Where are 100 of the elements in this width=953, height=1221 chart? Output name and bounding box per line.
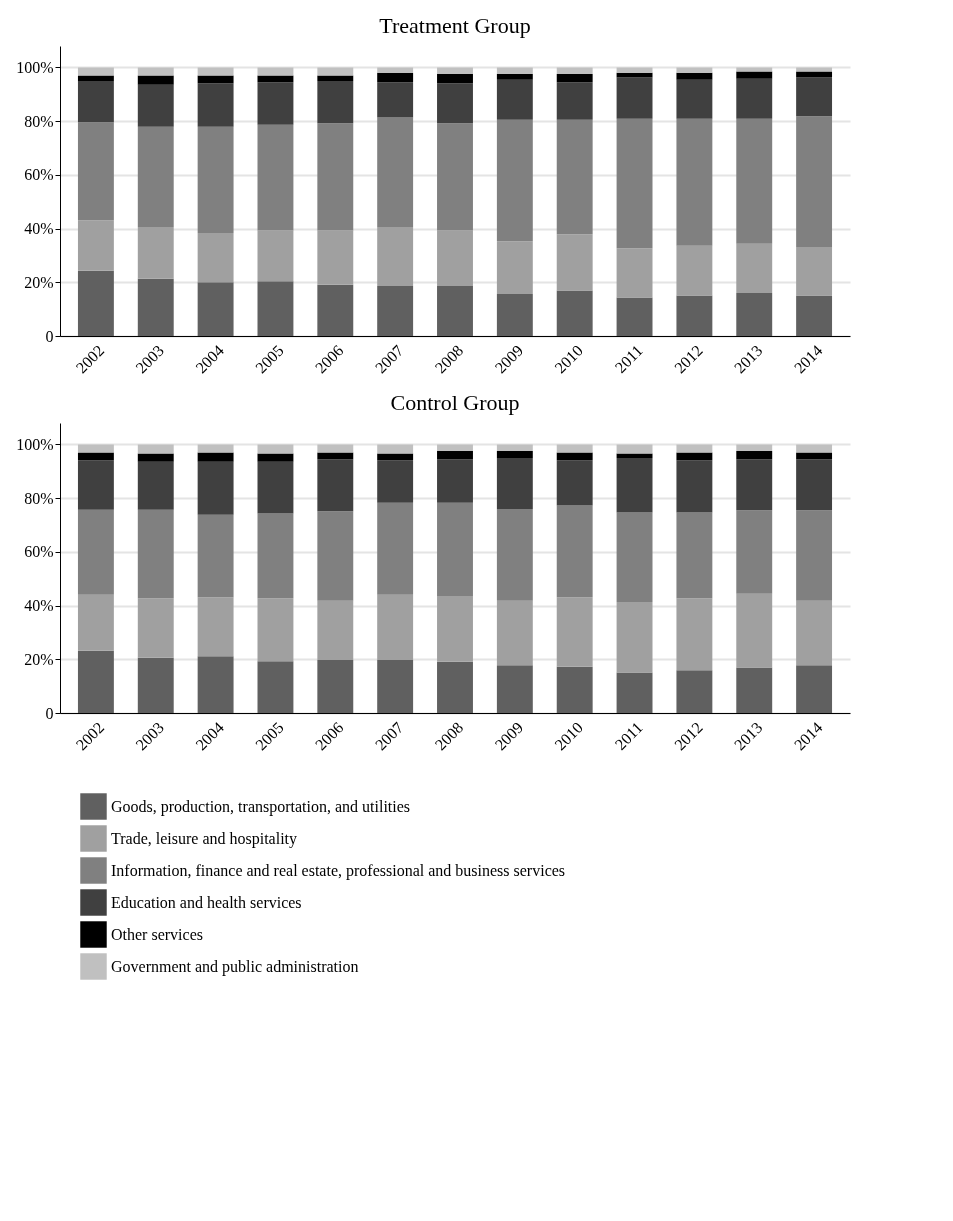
- bar: [676, 460, 713, 513]
- bar: [137, 126, 174, 227]
- bar: [676, 72, 713, 80]
- bar: [317, 444, 354, 453]
- legend-label: Government and public administration: [111, 957, 359, 976]
- bar: [796, 116, 833, 248]
- bar: [317, 75, 354, 81]
- bar: [676, 118, 713, 246]
- bar: [616, 453, 653, 458]
- chart-title: Control Group: [390, 390, 520, 415]
- bar: [257, 513, 294, 599]
- bar: [437, 502, 473, 596]
- bar: [197, 514, 234, 598]
- bar: [377, 82, 414, 118]
- y-tick-label: 60%: [24, 166, 54, 184]
- bar: [137, 598, 174, 658]
- bar: [496, 67, 533, 74]
- bar: [796, 295, 833, 336]
- bar: [437, 83, 473, 124]
- bar: [616, 77, 653, 119]
- bar: [496, 450, 533, 458]
- bar: [676, 444, 713, 453]
- bar: [257, 453, 294, 462]
- bar: [437, 459, 473, 503]
- bar: [736, 78, 773, 119]
- bar: [377, 226, 414, 287]
- bar: [496, 665, 533, 713]
- bar: [616, 297, 653, 336]
- bar: [556, 444, 593, 453]
- bar: [137, 453, 174, 462]
- chart-title: Treatment Group: [379, 13, 531, 38]
- bar: [796, 77, 833, 117]
- bar: [437, 286, 473, 336]
- bar: [137, 444, 174, 454]
- bar: [616, 118, 653, 249]
- bar: [676, 67, 713, 73]
- bar: [496, 444, 533, 451]
- bar: [736, 444, 773, 451]
- bar: [197, 75, 234, 84]
- bar: [197, 126, 234, 233]
- bar: [377, 286, 414, 336]
- bar: [77, 452, 114, 461]
- bar: [496, 241, 533, 295]
- bar: [616, 457, 653, 513]
- bar: [496, 79, 533, 120]
- bar: [317, 459, 354, 512]
- y-tick-label: 100%: [16, 58, 54, 76]
- bar: [736, 593, 773, 668]
- y-tick-label: 40%: [24, 597, 54, 615]
- bar: [676, 295, 713, 336]
- bar: [437, 661, 473, 713]
- bar: [556, 290, 593, 336]
- bar: [556, 67, 593, 74]
- bar: [317, 452, 354, 460]
- bar: [197, 461, 234, 515]
- bar: [736, 67, 773, 72]
- bar: [197, 282, 234, 336]
- bar: [257, 444, 294, 454]
- bar: [556, 460, 593, 506]
- bar: [137, 509, 174, 599]
- bar: [257, 82, 294, 125]
- y-tick-label: 80%: [24, 489, 54, 507]
- y-tick-label: 40%: [24, 220, 54, 238]
- bar: [676, 598, 713, 671]
- bar: [77, 122, 114, 221]
- bar: [317, 67, 354, 76]
- bar: [496, 457, 533, 509]
- bar: [77, 67, 114, 76]
- bar: [377, 502, 414, 595]
- bar: [137, 75, 174, 85]
- bar: [736, 243, 773, 294]
- bar: [137, 461, 174, 510]
- bar: [496, 119, 533, 242]
- y-tick-label: 100%: [16, 435, 54, 453]
- bar: [556, 452, 593, 461]
- legend-label: Trade, leisure and hospitality: [111, 829, 298, 848]
- bar: [736, 459, 773, 511]
- bar: [437, 230, 473, 287]
- bar: [77, 460, 114, 510]
- bar: [77, 80, 114, 123]
- bar: [317, 660, 354, 713]
- bar: [796, 600, 833, 666]
- legend-label: Education and health services: [111, 893, 302, 911]
- bar: [437, 73, 473, 84]
- bar: [317, 123, 354, 231]
- bar: [676, 452, 713, 461]
- bar: [377, 453, 414, 461]
- y-tick-label: 60%: [24, 543, 54, 561]
- bar: [736, 667, 773, 713]
- bar: [736, 450, 773, 460]
- bar: [736, 71, 773, 79]
- bar: [796, 444, 833, 453]
- bar: [197, 67, 234, 76]
- bar: [616, 672, 653, 713]
- bar: [77, 270, 114, 336]
- bar: [77, 75, 114, 81]
- bar: [556, 234, 593, 291]
- bar: [496, 508, 533, 601]
- bar: [317, 511, 354, 601]
- bar: [496, 600, 533, 666]
